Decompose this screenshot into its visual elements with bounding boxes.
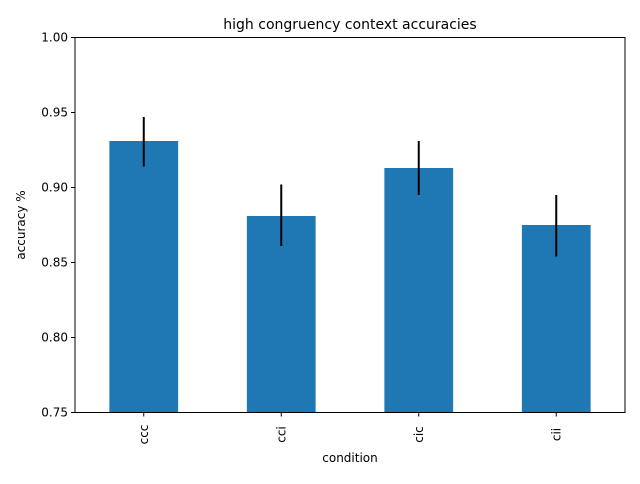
y-tick-label: 0.90 [41,181,68,195]
x-tick-label: cii [549,428,563,441]
y-tick-label: 1.00 [41,31,68,45]
y-axis-label: accuracy % [14,190,28,259]
y-axis-ticks: 0.75 0.80 0.85 0.90 0.95 1.00 [41,31,75,420]
bar-cci [246,216,316,413]
chart-title: high congruency context accuracies [223,17,476,33]
bar-cic [384,168,454,413]
y-tick-label: 0.75 [41,406,68,420]
y-tick-label: 0.85 [41,256,68,270]
x-tick-label: cic [412,426,426,443]
y-tick-label: 0.80 [41,331,68,345]
y-tick-label: 0.95 [41,106,68,120]
plot-frame [74,37,626,413]
x-axis-ticks: ccc cci cic cii [137,412,563,445]
error-bars-group [142,117,558,257]
x-tick-label: ccc [137,425,151,445]
bar-ccc [109,141,179,413]
bars-group [109,141,591,413]
x-axis-label: condition [322,451,377,465]
x-tick-label: cci [274,426,288,443]
